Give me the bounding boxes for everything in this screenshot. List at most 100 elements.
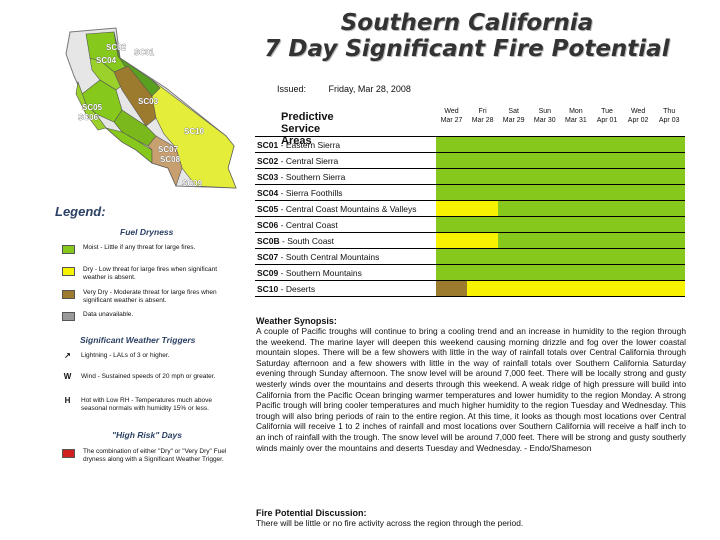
legend-item-high-risk: The combination of either "Dry" or "Very… bbox=[62, 448, 232, 463]
potential-cell bbox=[467, 137, 499, 153]
potential-cell bbox=[436, 217, 468, 233]
potential-cell bbox=[622, 137, 655, 153]
area-name: SC10 - Deserts bbox=[257, 284, 315, 294]
area-separator: - bbox=[279, 236, 288, 246]
table-row: SC10 - Deserts bbox=[255, 280, 686, 297]
area-code: SC05 bbox=[257, 204, 279, 214]
potential-cell bbox=[653, 137, 686, 153]
issued-date: Friday, Mar 28, 2008 bbox=[328, 84, 411, 94]
potential-cell bbox=[622, 201, 655, 217]
potential-cell bbox=[591, 153, 624, 169]
fuel-dryness-heading: Fuel Dryness bbox=[120, 227, 174, 237]
day-name: Wed bbox=[630, 108, 646, 115]
day-date: Mar 31 bbox=[564, 117, 587, 124]
map-label-sc06: SC06 bbox=[78, 113, 99, 122]
area-separator: - bbox=[278, 172, 286, 182]
map-label-sc03: SC03 bbox=[138, 97, 159, 106]
potential-cell bbox=[529, 217, 561, 233]
potential-cell bbox=[560, 169, 592, 185]
potential-cell bbox=[591, 233, 624, 249]
potential-cell bbox=[560, 185, 592, 201]
potential-cell bbox=[436, 137, 468, 153]
area-separator: - bbox=[278, 156, 286, 166]
legend-text-hot-low-rh: Hot with Low RH - Temperatures much abov… bbox=[81, 397, 213, 412]
potential-cell bbox=[560, 233, 592, 249]
area-label: Southern Mountains bbox=[285, 268, 362, 278]
potential-cell bbox=[529, 265, 561, 281]
area-label: Central Sierra bbox=[285, 156, 339, 166]
day-column-header: Fri Mar 28 bbox=[467, 107, 498, 125]
day-name: Sun bbox=[538, 108, 552, 115]
table-row: SC05 - Central Coast Mountains & Valleys bbox=[255, 200, 686, 217]
map-region-sc04 bbox=[89, 57, 125, 91]
area-separator: - bbox=[278, 188, 286, 198]
synopsis-text: A couple of Pacific troughs will continu… bbox=[256, 326, 686, 453]
day-column-header: Wed Apr 02 bbox=[623, 107, 654, 125]
synopsis-heading: Weather Synopsis: bbox=[256, 316, 337, 326]
map-label-sc10: SC10 bbox=[184, 127, 205, 136]
table-row: SC06 - Central Coast bbox=[255, 216, 686, 233]
area-name: SC06 - Central Coast bbox=[257, 220, 338, 230]
potential-cell bbox=[622, 233, 655, 249]
map-label-sc04: SC04 bbox=[96, 56, 117, 65]
day-column-header: Mon Mar 31 bbox=[560, 107, 591, 125]
potential-cell bbox=[467, 201, 499, 217]
map-label-sc08: SC08 bbox=[160, 155, 181, 164]
potential-cell bbox=[467, 249, 499, 265]
potential-cell bbox=[591, 185, 624, 201]
area-separator: - bbox=[278, 204, 286, 214]
map-region-sc09 bbox=[147, 135, 183, 187]
potential-cell bbox=[622, 265, 655, 281]
legend-text-moist: Moist - Little if any threat for large f… bbox=[83, 244, 196, 251]
table-row: SC09 - Southern Mountains bbox=[255, 264, 686, 281]
potential-cell bbox=[560, 249, 592, 265]
potential-cell bbox=[560, 217, 592, 233]
potential-cell bbox=[622, 217, 655, 233]
legend-text-dry: Dry - Low threat for large fires when si… bbox=[83, 266, 218, 281]
day-date: Mar 28 bbox=[471, 117, 494, 124]
area-code: SC03 bbox=[257, 172, 279, 182]
legend-item-lightning: ↗ Lightning - LALs of 3 or higher. bbox=[62, 352, 232, 360]
potential-cell bbox=[436, 233, 468, 249]
area-label: South Central Mountains bbox=[285, 252, 380, 262]
potential-cell bbox=[622, 153, 655, 169]
legend-text-wind: Wind - Sustained speeds of 20 mph or gre… bbox=[81, 373, 216, 380]
map-label-sc02: SC02 bbox=[106, 43, 127, 52]
potential-cell bbox=[467, 169, 499, 185]
legend-item-hot-low-rh: H Hot with Low RH - Temperatures much ab… bbox=[62, 397, 232, 412]
area-name: SC04 - Sierra Foothills bbox=[257, 188, 343, 198]
potential-cell bbox=[467, 217, 499, 233]
day-date: Mar 30 bbox=[533, 117, 556, 124]
legend-item-na: Data unavailable. bbox=[62, 311, 232, 321]
potential-cell bbox=[622, 281, 655, 297]
issued-line: Issued: Friday, Mar 28, 2008 bbox=[277, 84, 431, 94]
area-label: South Coast bbox=[287, 236, 335, 246]
day-date: Apr 03 bbox=[658, 117, 680, 124]
day-column-header: Wed Mar 27 bbox=[436, 107, 467, 125]
table-bottom-border bbox=[255, 296, 685, 297]
area-name: SC05 - Central Coast Mountains & Valleys bbox=[257, 204, 417, 214]
potential-cell bbox=[653, 201, 686, 217]
potential-cell bbox=[467, 153, 499, 169]
area-code: SC06 bbox=[257, 220, 279, 230]
high-risk-heading: "High Risk" Days bbox=[112, 430, 182, 440]
area-name: SC0B - South Coast bbox=[257, 236, 334, 246]
potential-cell bbox=[560, 265, 592, 281]
table-row: SC02 - Central Sierra bbox=[255, 152, 686, 169]
day-name: Fri bbox=[478, 108, 487, 115]
potential-cell bbox=[436, 153, 468, 169]
map-label-sc05: SC05 bbox=[82, 103, 103, 112]
potential-cell bbox=[498, 137, 530, 153]
potential-cell bbox=[529, 201, 561, 217]
day-name: Tue bbox=[601, 108, 613, 115]
table-row: SC07 - South Central Mountains bbox=[255, 248, 686, 265]
area-code: SC0B bbox=[257, 236, 280, 246]
map-region-sc07 bbox=[113, 109, 157, 147]
potential-cell bbox=[653, 169, 686, 185]
potential-cell bbox=[529, 281, 561, 297]
legend-item-moist: Moist - Little if any threat for large f… bbox=[62, 244, 232, 254]
potential-cell bbox=[498, 249, 530, 265]
legend-text-na: Data unavailable. bbox=[83, 311, 134, 318]
lightning-icon: ↗ bbox=[64, 351, 71, 360]
potential-cell bbox=[436, 185, 468, 201]
